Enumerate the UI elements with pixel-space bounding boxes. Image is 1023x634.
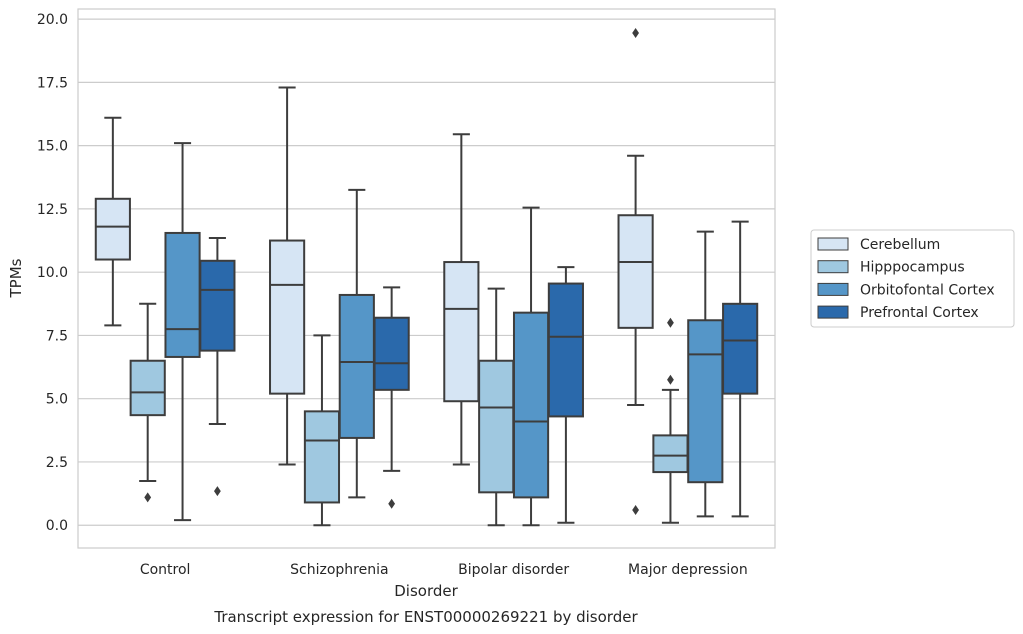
x-axis-label: Disorder xyxy=(394,582,458,600)
legend-label: Hipppocampus xyxy=(860,260,965,276)
box-group xyxy=(617,28,654,516)
box-iqr xyxy=(687,319,724,484)
y-tick-label: 20.0 xyxy=(37,12,68,28)
box-iqr xyxy=(512,311,550,499)
box-iqr xyxy=(164,231,201,358)
box-group xyxy=(303,334,341,527)
box-group xyxy=(687,230,724,518)
box-iqr xyxy=(303,410,341,504)
box-group xyxy=(478,287,515,527)
box-iqr xyxy=(373,316,410,391)
box-group xyxy=(94,116,131,327)
outlier-point xyxy=(632,28,639,39)
legend-items: Cerebellum Hipppocampus Orbitofontal Corte… xyxy=(817,237,995,321)
y-tick-label: 17.5 xyxy=(37,75,68,91)
box-groups xyxy=(94,28,759,527)
box-group xyxy=(547,266,584,524)
legend-frame xyxy=(810,229,1015,328)
chart-title: Transcript expression for ENST0000026922… xyxy=(213,608,638,626)
legend-swatch xyxy=(817,260,849,274)
box-group xyxy=(373,286,410,509)
y-tick-label: 7.5 xyxy=(46,328,68,344)
box-group xyxy=(722,220,759,518)
outlier-point xyxy=(144,492,152,503)
y-tick-label: 10.0 xyxy=(37,265,68,281)
box-group xyxy=(199,237,236,497)
box-group xyxy=(129,302,166,503)
box-group xyxy=(443,133,480,466)
legend: Cerebellum Hipppocampus Orbitofontal Corte… xyxy=(810,229,1015,328)
x-tick-label: Major depression xyxy=(628,562,748,578)
y-axis-ticks: 0.0 2.5 5.0 7.5 10.0 12.5 15.0 17.5 20.0 xyxy=(37,12,68,534)
y-tick-label: 15.0 xyxy=(37,139,68,155)
box-iqr xyxy=(547,282,584,418)
y-axis-label: TPMs xyxy=(7,258,25,298)
box-iqr xyxy=(652,434,689,474)
outlier-point xyxy=(667,374,674,385)
box-group xyxy=(652,317,689,524)
x-tick-label: Bipolar disorder xyxy=(458,562,569,578)
y-tick-label: 0.0 xyxy=(46,518,68,534)
legend-swatch xyxy=(817,237,849,251)
box-group xyxy=(338,188,375,499)
x-axis-ticks: Control Schizophrenia Bipolar disorder Majo… xyxy=(140,562,748,578)
legend-swatch xyxy=(817,305,849,319)
y-tick-label: 2.5 xyxy=(46,455,68,471)
x-tick-label: Control xyxy=(140,562,191,578)
box-group xyxy=(164,142,201,522)
legend-swatch xyxy=(817,282,849,296)
box-iqr xyxy=(338,293,375,439)
box-iqr xyxy=(478,359,515,494)
box-iqr xyxy=(199,259,236,352)
box-iqr xyxy=(269,239,306,395)
outlier-point xyxy=(632,505,639,516)
box-iqr xyxy=(94,197,131,261)
legend-label: Orbitofontal Cortex xyxy=(860,282,995,298)
box-group xyxy=(512,206,550,527)
outlier-point xyxy=(214,486,221,497)
y-tick-label: 5.0 xyxy=(46,392,68,408)
box-iqr xyxy=(129,359,166,417)
x-tick-label: Schizophrenia xyxy=(290,562,388,578)
plot-area-frame xyxy=(77,8,776,549)
outlier-point xyxy=(667,317,674,328)
legend-label: Cerebellum xyxy=(860,237,940,253)
box-iqr xyxy=(722,302,759,395)
box-iqr xyxy=(443,261,480,403)
y-tick-label: 12.5 xyxy=(37,202,68,218)
box-iqr xyxy=(617,214,654,329)
legend-label: Prefrontal Cortex xyxy=(860,305,979,321)
outlier-point xyxy=(388,498,396,509)
box-group xyxy=(269,86,306,466)
